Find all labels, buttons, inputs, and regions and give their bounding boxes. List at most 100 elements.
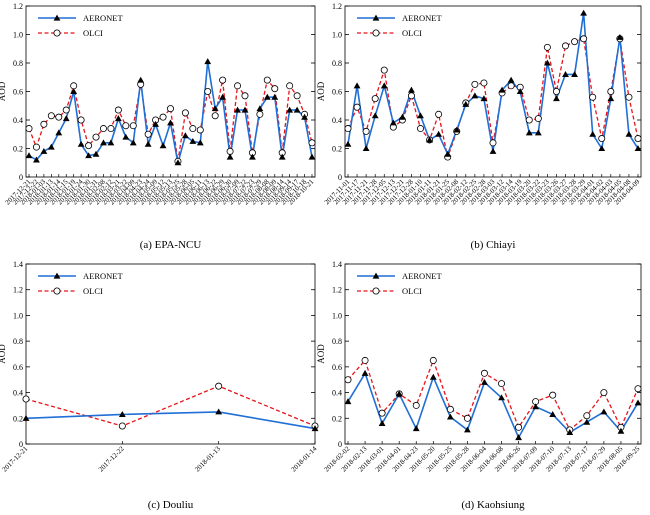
aeronet-point — [22, 414, 30, 421]
aeronet-point — [489, 147, 497, 154]
aeronet-point — [429, 373, 437, 380]
aeronet-point — [598, 145, 606, 152]
y-tick-label: 1.0 — [13, 311, 23, 320]
olci-point — [371, 95, 379, 103]
panel-caption: (a) EPA-NCU — [140, 239, 202, 251]
aeronet-point — [219, 93, 227, 100]
olci-point — [600, 389, 608, 397]
y-tick-label: 1.2 — [332, 2, 342, 11]
olci-point — [211, 112, 219, 120]
olci-point — [380, 66, 388, 74]
olci-point — [378, 409, 386, 417]
y-tick-label: 1.2 — [13, 2, 23, 11]
y-tick-label: 0 — [338, 440, 342, 449]
olci-point — [549, 391, 557, 399]
aeronet-point — [464, 426, 471, 433]
aeronet-point — [344, 140, 352, 147]
olci-point — [107, 125, 115, 133]
olci-point — [625, 93, 633, 101]
aeronet-point — [534, 129, 542, 136]
aeronet-point — [571, 71, 578, 77]
aeronet-point — [408, 86, 415, 93]
aeronet-point — [241, 106, 249, 113]
olci-point — [543, 43, 551, 51]
olci-point — [583, 412, 591, 420]
y-axis-label: AOD — [0, 344, 7, 364]
aeronet-point — [33, 156, 40, 163]
y-tick-label: 0.2 — [13, 414, 23, 423]
y-tick-label: 1.2 — [332, 286, 342, 295]
plot-frame — [25, 5, 316, 178]
legend-aeronet-label: AERONET — [402, 13, 442, 23]
legend-olci-marker — [372, 287, 380, 295]
aeronet-point — [256, 105, 264, 112]
aeronet-point — [293, 106, 301, 113]
aeronet-point — [129, 139, 137, 146]
olci-point — [407, 92, 415, 100]
aeronet-point — [600, 408, 608, 415]
olci-point — [308, 139, 316, 147]
panel-caption: (c) Douliu — [148, 499, 194, 511]
aeronet-point — [226, 153, 234, 160]
olci-point — [55, 113, 63, 121]
olci-point — [144, 130, 152, 138]
olci-point — [344, 376, 352, 384]
aeronet-point — [361, 369, 369, 376]
legend-olci-label: OLCI — [402, 286, 422, 296]
aeronet-point — [234, 106, 241, 113]
aeronet-point — [371, 112, 379, 119]
aeronet-point — [344, 398, 352, 405]
aeronet-point — [532, 403, 540, 410]
aeronet-point — [481, 378, 488, 385]
aeronet-point — [211, 105, 219, 112]
panel-caption: (b) Chiayi — [471, 239, 516, 251]
aeronet-point — [498, 394, 505, 401]
aeronet-point — [100, 139, 107, 146]
aeronet-point — [144, 140, 152, 147]
aeronet-point — [583, 418, 591, 425]
aeronet-point — [47, 143, 55, 150]
y-tick-label: 1.4 — [13, 260, 23, 269]
y-tick-label: 0.4 — [332, 116, 342, 125]
legend-aeronet-marker — [372, 272, 380, 279]
legend: AERONET OLCI — [357, 271, 442, 296]
olci-point — [353, 103, 361, 111]
olci-point — [463, 414, 471, 422]
aeronet-point — [107, 139, 115, 146]
olci-point — [552, 88, 560, 96]
aeronet-point — [426, 136, 433, 143]
olci-point — [515, 423, 523, 431]
olci-point — [589, 93, 597, 101]
olci-point — [634, 385, 642, 393]
olci-point — [361, 356, 369, 364]
aeronet-point — [118, 411, 126, 417]
y-tick-label: 0.8 — [13, 337, 23, 346]
aeronet-point — [181, 132, 189, 139]
aeronet-point — [25, 152, 33, 159]
aeronet-point — [389, 119, 397, 126]
olci-point — [70, 82, 78, 90]
aeronet-point — [507, 76, 515, 83]
x-tick-label: 2017-12-21 — [1, 444, 30, 473]
aeronet-point — [444, 150, 452, 157]
y-tick-label: 0.8 — [332, 337, 342, 346]
aeronet-point — [516, 88, 524, 95]
y-tick-label: 0.6 — [332, 363, 342, 372]
aeronet-point — [480, 95, 488, 102]
aeronet-series-line — [25, 411, 316, 430]
plot-frame — [344, 263, 642, 445]
aeronet-point — [189, 137, 197, 144]
olci-point — [215, 382, 223, 390]
aeronet-point — [580, 9, 588, 16]
aeronet-point — [62, 115, 70, 122]
legend-aeronet-label: AERONET — [83, 13, 123, 23]
y-tick-label: 0.6 — [13, 363, 23, 372]
x-tick-label: 2018-01-13 — [193, 444, 222, 473]
legend-aeronet-label: AERONET — [83, 271, 123, 281]
aeronet-point — [498, 86, 506, 93]
y-tick-label: 0.2 — [332, 414, 342, 423]
olci-series-line — [347, 358, 639, 431]
legend-olci-label: OLCI — [83, 286, 103, 296]
aeronet-point — [353, 82, 361, 89]
